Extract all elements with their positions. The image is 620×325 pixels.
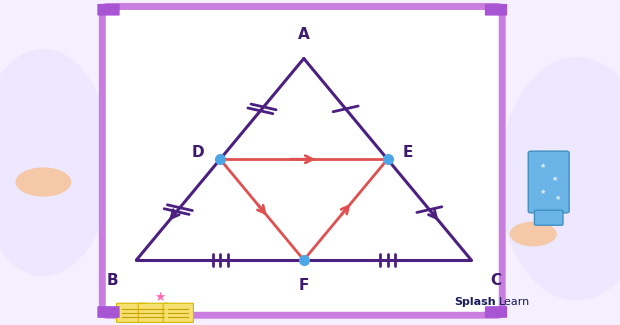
Circle shape (510, 222, 557, 246)
Text: C: C (490, 273, 501, 288)
Ellipse shape (499, 57, 620, 301)
FancyBboxPatch shape (485, 306, 507, 318)
FancyBboxPatch shape (528, 151, 569, 213)
Text: ★: ★ (154, 291, 166, 304)
FancyBboxPatch shape (138, 303, 169, 322)
Text: E: E (403, 145, 414, 160)
Circle shape (16, 167, 71, 197)
FancyBboxPatch shape (117, 303, 147, 322)
FancyBboxPatch shape (485, 4, 507, 16)
Ellipse shape (0, 49, 112, 276)
Text: ★: ★ (539, 163, 546, 169)
Text: A: A (298, 27, 309, 42)
Text: Learn: Learn (499, 297, 530, 307)
Text: ★: ★ (552, 176, 558, 182)
Text: D: D (192, 145, 205, 160)
Text: ★: ★ (539, 189, 546, 195)
FancyBboxPatch shape (534, 210, 563, 225)
Text: B: B (106, 273, 118, 288)
Text: Splash: Splash (454, 297, 496, 307)
FancyBboxPatch shape (102, 6, 502, 315)
Text: F: F (299, 278, 309, 293)
Text: ★: ★ (555, 195, 561, 201)
FancyBboxPatch shape (97, 306, 120, 318)
FancyBboxPatch shape (163, 303, 193, 322)
FancyBboxPatch shape (97, 4, 120, 16)
